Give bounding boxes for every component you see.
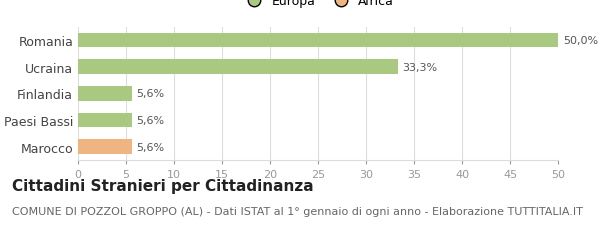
Bar xyxy=(78,87,132,101)
Text: 5,6%: 5,6% xyxy=(137,142,164,152)
Text: 5,6%: 5,6% xyxy=(137,115,164,125)
Bar xyxy=(78,33,558,48)
Text: Cittadini Stranieri per Cittadinanza: Cittadini Stranieri per Cittadinanza xyxy=(12,179,314,194)
Text: 50,0%: 50,0% xyxy=(563,36,598,46)
Text: 5,6%: 5,6% xyxy=(137,89,164,99)
Text: COMUNE DI POZZOL GROPPO (AL) - Dati ISTAT al 1° gennaio di ogni anno - Elaborazi: COMUNE DI POZZOL GROPPO (AL) - Dati ISTA… xyxy=(12,206,583,216)
Bar xyxy=(78,113,132,128)
Bar xyxy=(78,60,398,75)
Text: 33,3%: 33,3% xyxy=(403,62,437,72)
Bar xyxy=(78,140,132,154)
Legend: Europa, Africa: Europa, Africa xyxy=(238,0,398,12)
